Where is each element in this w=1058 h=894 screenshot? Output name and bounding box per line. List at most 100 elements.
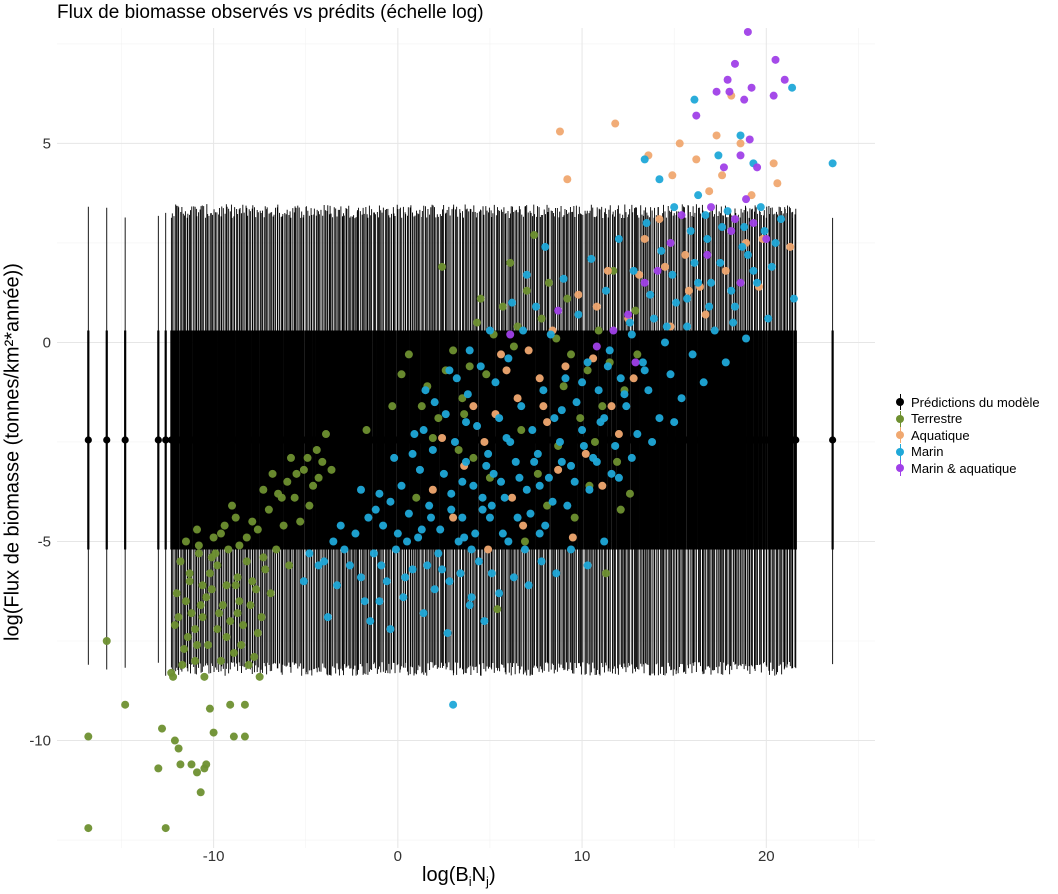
data-point	[668, 171, 677, 180]
legend-key-aquatique	[893, 427, 907, 444]
data-point	[526, 509, 535, 518]
data-point	[544, 473, 553, 482]
data-point	[460, 410, 469, 419]
data-point	[463, 390, 472, 399]
data-point	[408, 565, 417, 574]
data-point	[502, 366, 511, 375]
data-point	[497, 477, 506, 486]
data-point	[215, 609, 224, 618]
data-point	[391, 545, 400, 554]
prediction-point	[103, 436, 111, 444]
data-point	[535, 529, 544, 538]
data-point	[660, 262, 669, 271]
data-point	[730, 302, 739, 311]
data-point	[478, 493, 487, 502]
data-point	[707, 203, 716, 212]
data-point	[410, 430, 419, 439]
data-point	[703, 250, 712, 259]
legend-item-marin-aquatique: Marin & aquatique	[893, 460, 1040, 477]
data-point	[425, 501, 434, 510]
data-point	[524, 581, 533, 590]
data-point	[511, 457, 520, 466]
data-point	[530, 230, 539, 239]
data-point	[266, 589, 275, 598]
data-point	[314, 561, 323, 570]
data-point	[226, 617, 235, 626]
data-point	[519, 326, 528, 335]
data-point	[598, 481, 607, 490]
data-point	[609, 266, 618, 275]
data-point	[327, 465, 336, 474]
data-point	[229, 648, 238, 657]
data-point	[519, 521, 528, 530]
data-point	[707, 278, 716, 287]
series-aquatique	[428, 91, 795, 554]
data-point	[364, 513, 373, 522]
data-point	[259, 553, 268, 562]
data-point	[473, 318, 482, 327]
data-point	[773, 179, 782, 188]
data-point	[498, 302, 507, 311]
data-point	[226, 700, 235, 709]
data-point	[248, 577, 257, 586]
data-point	[555, 437, 564, 446]
data-point	[592, 342, 601, 351]
data-point	[576, 414, 585, 423]
y-tick-label: 5	[43, 135, 51, 152]
data-point	[701, 211, 710, 220]
points-layer	[84, 27, 837, 833]
data-point	[487, 501, 496, 510]
data-point	[305, 549, 314, 558]
data-point	[635, 270, 644, 279]
data-point	[220, 521, 229, 530]
data-point	[594, 386, 603, 395]
data-point	[640, 278, 649, 287]
data-point	[218, 601, 227, 610]
data-point	[253, 525, 262, 534]
data-point	[193, 525, 202, 534]
data-point	[299, 577, 308, 586]
data-point	[213, 625, 222, 634]
data-point	[233, 609, 242, 618]
data-point	[497, 350, 506, 359]
data-point	[716, 258, 725, 267]
x-label-part-main: log(B	[422, 864, 469, 886]
data-point	[589, 354, 598, 363]
legend-item-predictions: Prédictions du modèle	[893, 394, 1040, 411]
data-point	[513, 394, 522, 403]
data-point	[515, 473, 524, 482]
data-point	[828, 159, 837, 168]
data-point	[631, 358, 640, 367]
data-point	[377, 561, 386, 570]
data-point	[703, 234, 712, 243]
prediction-point	[121, 436, 129, 444]
data-point	[543, 501, 552, 510]
data-point	[340, 545, 349, 554]
data-point	[568, 533, 577, 542]
legend-label: Aquatique	[911, 427, 970, 443]
data-point	[605, 346, 614, 355]
data-point	[198, 581, 207, 590]
data-point	[670, 418, 679, 427]
data-point	[84, 824, 93, 833]
data-point	[594, 326, 603, 335]
data-point	[583, 561, 592, 570]
data-point	[753, 163, 762, 172]
data-point	[426, 513, 435, 522]
data-point	[579, 441, 588, 450]
data-point	[743, 27, 752, 36]
data-point	[718, 223, 727, 232]
data-point	[299, 465, 308, 474]
data-point	[537, 314, 546, 323]
data-point	[194, 541, 203, 550]
data-point	[509, 573, 518, 582]
data-point	[736, 278, 745, 287]
data-point	[620, 390, 629, 399]
data-point	[485, 513, 494, 522]
prediction-point	[154, 436, 162, 444]
data-point	[205, 569, 214, 578]
data-point	[441, 410, 450, 419]
data-point	[187, 760, 196, 769]
data-point	[423, 561, 432, 570]
x-axis-label: log(BiNj)	[422, 864, 496, 889]
